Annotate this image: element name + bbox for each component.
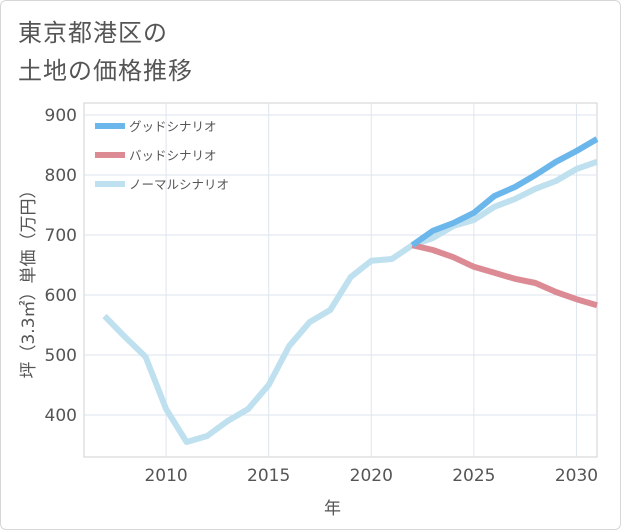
y-tick-label: 500 bbox=[45, 346, 77, 366]
x-tick-label: 2025 bbox=[452, 466, 495, 486]
plot-area bbox=[83, 102, 598, 458]
axes: 400 500 600 700 800 900 2010 2015 2020 2025 2030 年 坪… bbox=[19, 106, 598, 519]
y-tick-label: 400 bbox=[45, 406, 77, 426]
y-tick-label: 700 bbox=[45, 226, 77, 246]
y-tick-label: 900 bbox=[45, 106, 77, 126]
y-axis-title: 坪（3.3㎡）単価（万円） bbox=[19, 181, 39, 378]
x-tick-label: 2030 bbox=[555, 466, 598, 486]
legend-label: グッドシナリオ bbox=[129, 119, 217, 134]
series-line-normal bbox=[102, 158, 598, 445]
chart-title: 東京都港区の 土地の価格推移 bbox=[18, 19, 193, 85]
series-lines bbox=[102, 136, 599, 445]
series-line-good bbox=[410, 136, 599, 248]
x-tick-label: 2010 bbox=[144, 466, 187, 486]
x-tick-label: 2020 bbox=[350, 466, 393, 486]
x-tick-label: 2015 bbox=[247, 466, 290, 486]
legend-label: ノーマルシナリオ bbox=[129, 177, 229, 192]
grid-lines bbox=[83, 102, 598, 458]
x-axis-title: 年 bbox=[324, 499, 341, 519]
series-line-bad bbox=[411, 242, 598, 309]
y-tick-label: 800 bbox=[45, 166, 77, 186]
legend-label: バッドシナリオ bbox=[129, 148, 217, 163]
y-tick-label: 600 bbox=[45, 286, 77, 306]
